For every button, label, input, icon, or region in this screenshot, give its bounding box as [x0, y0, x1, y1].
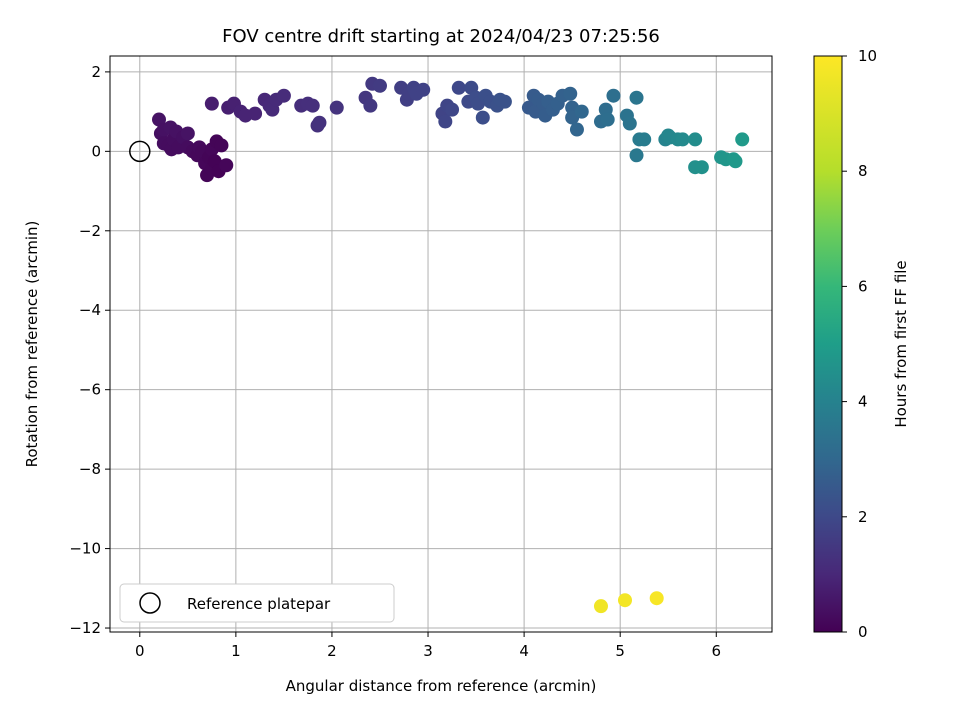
x-tick-label: 1: [231, 642, 241, 660]
data-points: [152, 76, 750, 614]
data-point: [563, 86, 578, 101]
x-axis-label: Angular distance from reference (arcmin): [286, 677, 597, 695]
data-point: [649, 591, 664, 606]
colorbar: 0 2 4 6 8 10 Hours from first FF file: [813, 47, 910, 641]
data-point: [569, 122, 584, 137]
x-tick-label: 6: [711, 642, 721, 660]
y-tick-label: −2: [79, 222, 101, 240]
y-tick-label: −12: [69, 619, 101, 637]
y-axis-label: Rotation from reference (arcmin): [23, 221, 41, 468]
data-point: [694, 160, 709, 175]
x-axis-ticks: 0 1 2 3 4 5 6: [135, 632, 721, 660]
data-point: [329, 100, 344, 115]
data-point: [574, 104, 589, 119]
data-point: [204, 96, 219, 111]
data-point: [600, 112, 615, 127]
legend-box: [119, 583, 395, 623]
data-point: [248, 106, 263, 121]
data-point: [312, 115, 327, 130]
x-tick-label: 3: [423, 642, 433, 660]
y-tick-label: −8: [79, 460, 101, 478]
data-point: [438, 114, 453, 129]
data-point: [728, 154, 743, 169]
legend-marker: [139, 592, 161, 614]
data-point: [416, 82, 431, 97]
data-point: [451, 80, 466, 95]
y-tick-label: −10: [69, 540, 101, 558]
data-point: [675, 132, 690, 147]
colorbar-tick-label: 6: [858, 277, 868, 295]
x-tick-label: 2: [327, 642, 337, 660]
x-tick-label: 4: [519, 642, 529, 660]
colorbar-tick-label: 4: [858, 393, 868, 411]
data-point: [629, 148, 644, 163]
data-point: [214, 138, 229, 153]
colorbar-tick-label: 8: [858, 162, 868, 180]
data-point: [735, 132, 750, 147]
data-point: [622, 116, 637, 131]
reference-marker: [129, 140, 151, 163]
data-point: [276, 88, 291, 103]
y-axis-ticks: 2 0 −2 −4 −6 −8 −10 −12: [69, 63, 110, 637]
colorbar-label: Hours from first FF file: [892, 260, 910, 427]
colorbar-ticks: 0 2 4 6 8 10: [842, 47, 877, 641]
data-point: [305, 98, 320, 113]
data-point: [637, 132, 652, 147]
x-tick-label: 5: [615, 642, 625, 660]
data-point: [445, 102, 460, 117]
colorbar-tick-label: 2: [858, 508, 868, 526]
data-point: [372, 78, 387, 93]
data-point: [606, 88, 621, 103]
legend: Reference platepar: [119, 583, 395, 623]
data-point: [363, 98, 378, 113]
chart-title: FOV centre drift starting at 2024/04/23 …: [222, 26, 660, 47]
data-point: [180, 126, 195, 141]
colorbar-gradient: [813, 55, 843, 633]
y-tick-label: 0: [91, 142, 101, 160]
y-tick-label: −4: [79, 301, 101, 319]
x-tick-label: 0: [135, 642, 145, 660]
data-point: [629, 90, 644, 105]
data-point: [688, 132, 703, 147]
colorbar-tick-label: 0: [858, 623, 868, 641]
legend-label: Reference platepar: [187, 595, 331, 613]
data-point: [475, 110, 490, 125]
data-point: [617, 593, 632, 608]
plot-frame: [109, 55, 773, 633]
y-tick-label: −6: [79, 381, 101, 399]
data-point: [593, 599, 608, 614]
grid-lines: [110, 56, 772, 632]
y-tick-label: 2: [91, 63, 101, 81]
data-point: [219, 158, 234, 173]
data-point: [497, 94, 512, 109]
colorbar-tick-label: 10: [858, 47, 877, 65]
